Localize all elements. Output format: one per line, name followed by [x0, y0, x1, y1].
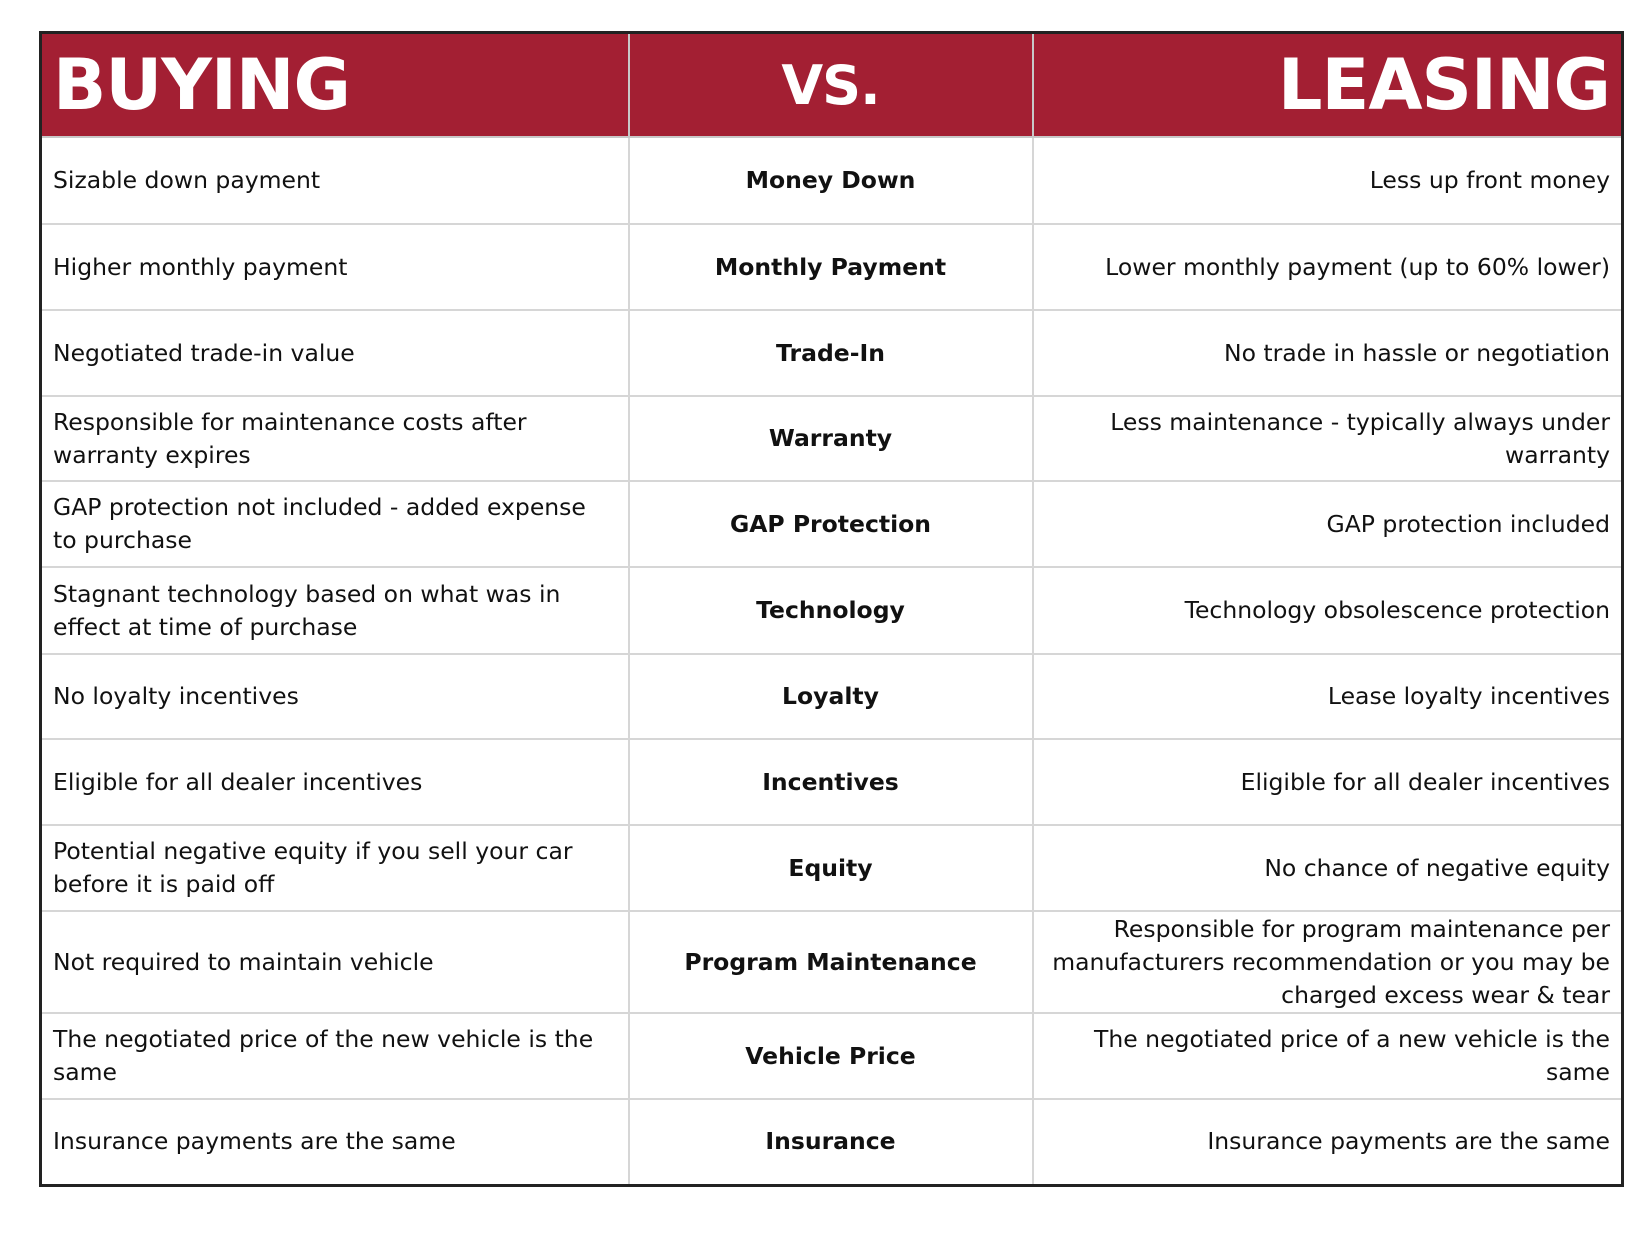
leasing-cell: The negotiated price of a new vehicle is…	[1031, 1012, 1624, 1100]
buying-cell: Potential negative equity if you sell yo…	[39, 824, 630, 912]
header-buying: BUYING	[39, 32, 630, 138]
feature-cell: Money Down	[627, 136, 1034, 225]
table-row: The negotiated price of the new vehicle …	[39, 1012, 1624, 1100]
leasing-cell: Less up front money	[1031, 136, 1624, 225]
comparison-table: BUYING VS. LEASING Sizable down payment M…	[39, 31, 1624, 1187]
buying-cell: Negotiated trade-in value	[39, 309, 630, 397]
feature-cell: Technology	[627, 566, 1034, 655]
buying-cell: GAP protection not included - added expe…	[39, 480, 630, 568]
leasing-cell: Insurance payments are the same	[1031, 1098, 1624, 1186]
feature-cell: GAP Protection	[627, 480, 1034, 568]
table-header: BUYING VS. LEASING	[39, 32, 1624, 138]
feature-cell: Incentives	[627, 738, 1034, 826]
buying-cell: Stagnant technology based on what was in…	[39, 566, 630, 655]
leasing-cell: Lower monthly payment (up to 60% lower)	[1031, 223, 1624, 311]
leasing-cell: Responsible for program maintenance per …	[1031, 910, 1624, 1014]
feature-cell: Program Maintenance	[627, 910, 1034, 1014]
feature-cell: Warranty	[627, 395, 1034, 482]
table-row: Responsible for maintenance costs after …	[39, 395, 1624, 482]
table-row: Eligible for all dealer incentives Incent…	[39, 738, 1624, 826]
table-row: Not required to maintain vehicle Program …	[39, 910, 1624, 1014]
feature-cell: Trade-In	[627, 309, 1034, 397]
buying-cell: Eligible for all dealer incentives	[39, 738, 630, 826]
leasing-cell: Eligible for all dealer incentives	[1031, 738, 1624, 826]
buying-cell: Sizable down payment	[39, 136, 630, 225]
feature-cell: Equity	[627, 824, 1034, 912]
table-row: Negotiated trade-in value Trade-In No trad…	[39, 309, 1624, 397]
table-row: Insurance payments are the same Insurance…	[39, 1098, 1624, 1186]
leasing-cell: Lease loyalty incentives	[1031, 653, 1624, 740]
buying-cell: Higher monthly payment	[39, 223, 630, 311]
feature-cell: Loyalty	[627, 653, 1034, 740]
buying-cell: Responsible for maintenance costs after …	[39, 395, 630, 482]
buying-cell: Insurance payments are the same	[39, 1098, 630, 1186]
table-row: Stagnant technology based on what was in…	[39, 566, 1624, 655]
leasing-cell: GAP protection included	[1031, 480, 1624, 568]
table-row: Higher monthly payment Monthly Payment Low…	[39, 223, 1624, 311]
leasing-cell: No chance of negative equity	[1031, 824, 1624, 912]
leasing-cell: Less maintenance - typically always unde…	[1031, 395, 1624, 482]
table-row: Sizable down payment Money Down Less up fr…	[39, 136, 1624, 225]
leasing-cell: Technology obsolescence protection	[1031, 566, 1624, 655]
buying-cell: No loyalty incentives	[39, 653, 630, 740]
feature-cell: Insurance	[627, 1098, 1034, 1186]
header-leasing: LEASING	[1031, 32, 1624, 138]
table-body: Sizable down payment Money Down Less up fr…	[39, 136, 1624, 1186]
buying-cell: Not required to maintain vehicle	[39, 910, 630, 1014]
table-row: Potential negative equity if you sell yo…	[39, 824, 1624, 912]
feature-cell: Monthly Payment	[627, 223, 1034, 311]
header-vs: VS.	[627, 32, 1034, 138]
feature-cell: Vehicle Price	[627, 1012, 1034, 1100]
table-row: No loyalty incentives Loyalty Lease loyalt…	[39, 653, 1624, 740]
leasing-cell: No trade in hassle or negotiation	[1031, 309, 1624, 397]
table-row: GAP protection not included - added expe…	[39, 480, 1624, 568]
buying-cell: The negotiated price of the new vehicle …	[39, 1012, 630, 1100]
